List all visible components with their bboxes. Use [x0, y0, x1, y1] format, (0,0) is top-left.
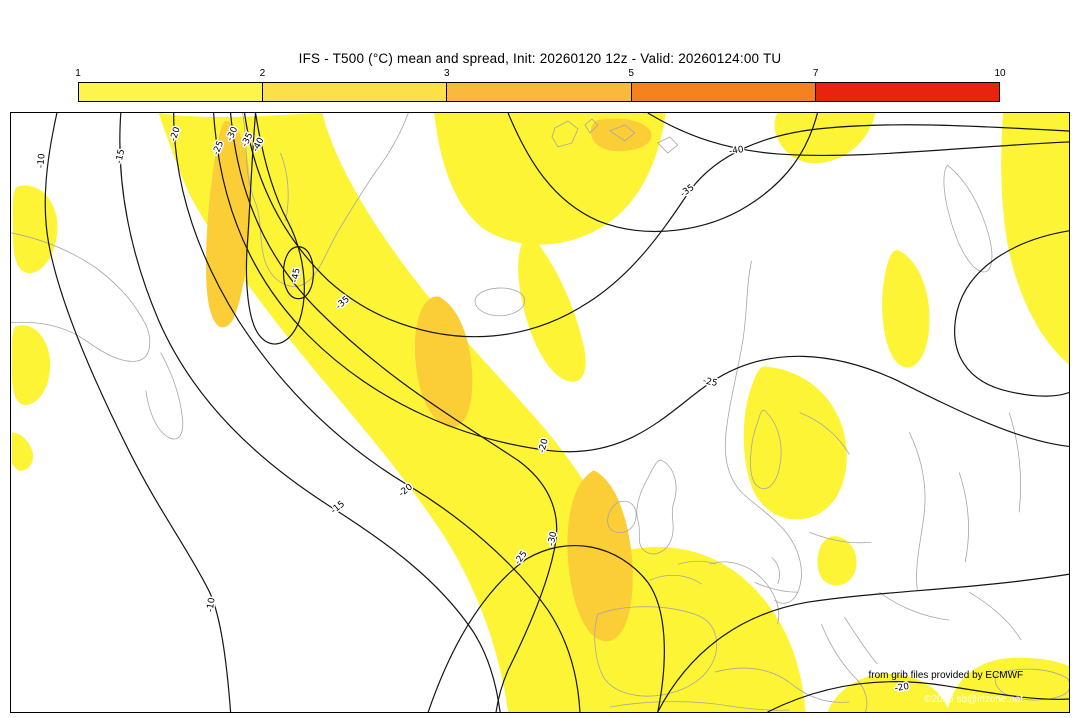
coastlines	[11, 113, 1069, 712]
coastline	[280, 152, 289, 221]
coastline	[879, 412, 1022, 641]
coastline	[799, 412, 872, 544]
legend-segment	[79, 83, 264, 101]
legend-segment	[815, 83, 1000, 101]
legend-ticks: 1 2 3 5 7 10	[75, 68, 1005, 82]
contour-label: -15	[114, 148, 127, 164]
coastline	[943, 164, 993, 273]
coastline	[821, 616, 878, 712]
coastline	[724, 260, 752, 493]
contour-label: -10	[36, 153, 47, 169]
credit-copyright: ©2026 sb@irizone.net	[924, 694, 1023, 705]
coastline	[551, 118, 599, 148]
spread-region-1-2	[817, 536, 857, 586]
contour-line	[767, 680, 1069, 712]
spread-region-2-3	[567, 470, 633, 642]
spread-region-1-2	[12, 185, 58, 274]
spread-region-2-3	[414, 296, 473, 428]
legend-tick-label: 3	[444, 68, 450, 79]
coastline	[750, 409, 782, 490]
coastline	[594, 606, 718, 697]
contour-label: -15	[329, 499, 347, 516]
contour-line	[119, 113, 501, 712]
contour-label: -30	[547, 530, 560, 547]
coastline	[609, 701, 790, 711]
contour-line	[245, 113, 305, 345]
contour-label: -45	[290, 267, 302, 283]
spread-region-1-2	[882, 250, 930, 368]
legend-segment	[263, 83, 448, 101]
coastline	[607, 500, 637, 534]
legend-tick-label: 5	[628, 68, 634, 79]
coastline	[242, 113, 409, 287]
contour-line	[282, 246, 315, 300]
spread-region-1-2	[774, 113, 876, 164]
contour-line	[44, 113, 232, 712]
contour-label: -25	[702, 376, 718, 389]
legend-bar	[78, 82, 1000, 102]
coastline	[714, 667, 850, 703]
contour-label: -20	[894, 682, 910, 694]
legend-tick-label: 10	[994, 68, 1006, 79]
spread-legend: 1 2 3 5 7 10	[75, 68, 1006, 102]
map-svg: -10 -15-20-25-30 -35-40-45-35-40-35-25-20-…	[11, 113, 1069, 712]
credit-source: from grib files provided by ECMWF	[869, 670, 1024, 681]
coastline	[145, 352, 184, 440]
contour-line	[173, 113, 581, 712]
contour-line	[229, 113, 558, 712]
legend-tick-label: 1	[75, 68, 81, 79]
spread-region-2-3	[206, 120, 251, 328]
spread-shading-low	[11, 113, 1069, 712]
spread-region-2-3	[590, 118, 652, 152]
credits: from grib files provided by ECMWF ©2026 …	[869, 670, 1024, 705]
contour-line	[243, 113, 1069, 338]
coastline	[649, 560, 780, 625]
contour-label: -40	[728, 145, 744, 157]
coastline	[994, 668, 1069, 701]
contour-line	[954, 230, 1069, 397]
contour-lines	[44, 113, 1069, 712]
legend-segment	[447, 83, 632, 101]
legend-tick-label: 2	[259, 68, 266, 79]
contour-line	[507, 113, 819, 233]
contour-label: -10	[206, 597, 218, 613]
spread-region-1-2	[827, 673, 950, 712]
coastline	[636, 459, 677, 555]
contour-line	[657, 573, 1069, 712]
coastline	[11, 232, 151, 362]
spread-shading-mid	[206, 118, 652, 642]
spread-region-1-2	[518, 230, 586, 382]
spread-region-1-2	[11, 325, 51, 405]
coastline	[609, 124, 679, 154]
contour-line	[213, 113, 1069, 453]
coastline	[741, 492, 802, 604]
spread-region-1-2	[11, 432, 34, 471]
coastline	[754, 556, 798, 593]
coastline	[474, 287, 526, 317]
map-title: IFS - T500 (°C) mean and spread, Init: 2…	[298, 51, 782, 66]
spread-region-1-2	[743, 366, 847, 520]
legend-segment	[631, 83, 816, 101]
map-frame: -10 -15 -20 -25 -30 -35 -40 -45 -35 -40 -35 -25 -20-…	[10, 112, 1070, 713]
legend-tick-label: 7	[812, 68, 819, 79]
contour-line	[647, 113, 1069, 157]
contour-line	[427, 544, 665, 712]
